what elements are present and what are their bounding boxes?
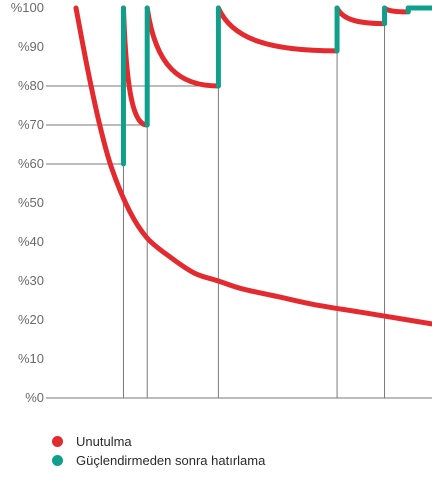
y-tick-label: %90: [18, 39, 44, 54]
y-axis-ticks: %0 %10 %20 %30 %40 %50 %60 %70 %80 %90 %100: [11, 0, 44, 405]
y-tick-label: %70: [18, 117, 44, 132]
decay-curve-1: [144, 5, 221, 89]
decay-curve-2: [215, 5, 340, 54]
curves: [73, 5, 432, 327]
decay-curve-4: [382, 5, 411, 15]
decay-curve-0: [120, 5, 150, 128]
legend-dot-recall: [52, 455, 63, 466]
grid-lines: [46, 8, 432, 399]
decay-curve-3: [334, 5, 388, 27]
y-tick-label: %10: [18, 351, 44, 366]
y-tick-label: %20: [18, 312, 44, 327]
legend-item-recall: Güçlendirmeden sonra hatırlama: [52, 451, 265, 470]
y-tick-label: %0: [25, 390, 44, 405]
y-tick-label: %40: [18, 234, 44, 249]
y-tick-label: %100: [11, 0, 44, 15]
legend-label-recall: Güçlendirmeden sonra hatırlama: [76, 453, 266, 468]
legend-label-forgetting: Unutulma: [76, 434, 132, 449]
y-tick-label: %60: [18, 156, 44, 171]
forgetting-curve: [73, 5, 432, 327]
legend: Unutulma Güçlendirmeden sonra hatırlama: [52, 432, 265, 470]
legend-item-forgetting: Unutulma: [52, 432, 265, 451]
y-tick-label: %50: [18, 195, 44, 210]
legend-dot-forgetting: [52, 436, 63, 447]
y-tick-label: %30: [18, 273, 44, 288]
y-tick-label: %80: [18, 78, 44, 93]
